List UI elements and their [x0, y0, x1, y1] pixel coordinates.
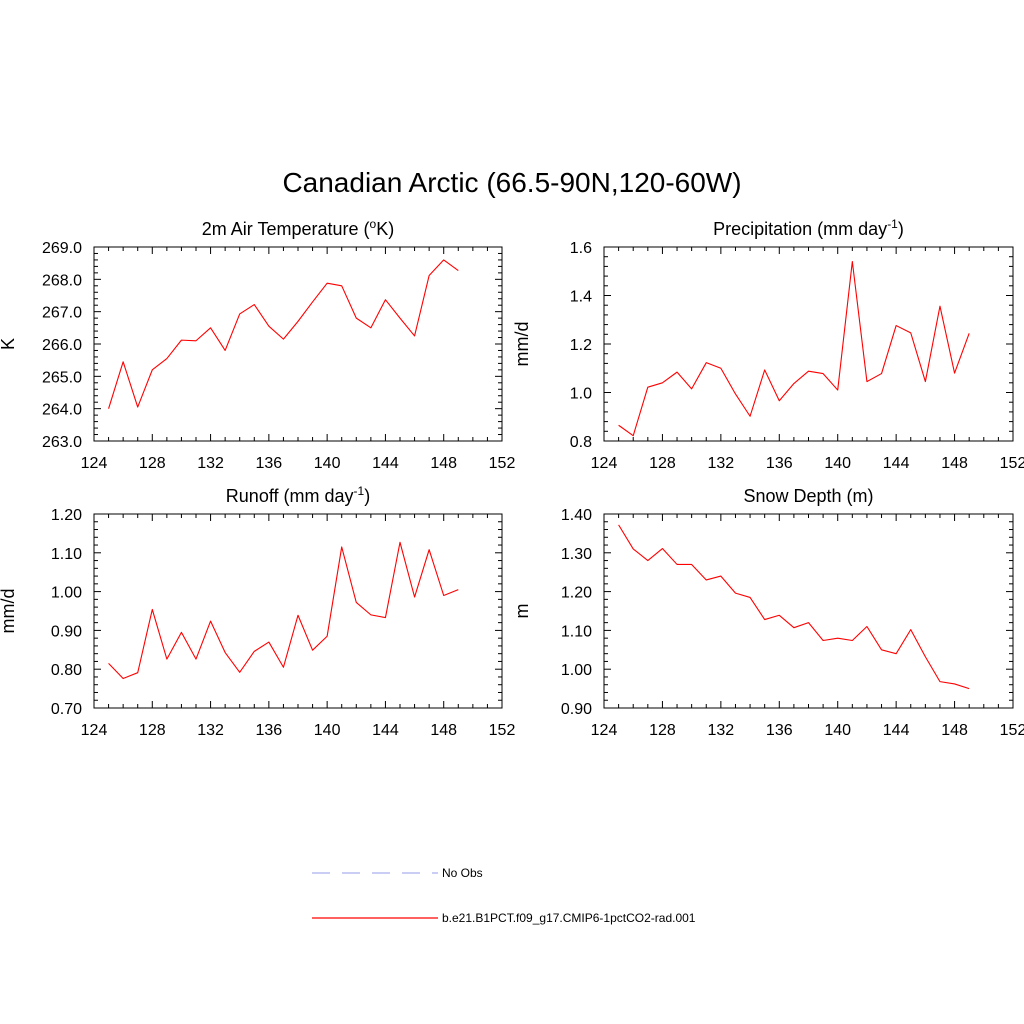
legend-label: No Obs — [442, 866, 483, 880]
y-tick-label: 1.4 — [570, 289, 592, 306]
x-tick-label: 140 — [824, 455, 851, 472]
y-tick-label: 1.40 — [561, 507, 592, 524]
legend-item: b.e21.B1PCT.f09_g17.CMIP6-1pctCO2-rad.00… — [312, 911, 696, 925]
x-tick-label: 136 — [766, 455, 793, 472]
panel-snow-depth: 124 128 132 136 140 144 148 152 0.90 1.00 1.10 1.20… — [512, 486, 1024, 739]
x-tick-label: 144 — [883, 455, 910, 472]
y-tick-label: 269.0 — [42, 240, 82, 257]
x-tick-label: 132 — [708, 722, 735, 739]
plot-frame — [93, 513, 503, 709]
x-tick-label: 140 — [314, 722, 341, 739]
x-tick-label: 136 — [766, 722, 793, 739]
y-tick-label: 0.80 — [51, 662, 82, 679]
x-tick-label: 144 — [372, 722, 399, 739]
x-tick-label: 132 — [708, 455, 735, 472]
legend-label: b.e21.B1PCT.f09_g17.CMIP6-1pctCO2-rad.00… — [442, 911, 696, 925]
y-tick-label: 268.0 — [42, 272, 82, 289]
x-tick-label: 140 — [314, 455, 341, 472]
x-tick-label: 136 — [256, 722, 283, 739]
x-tick-label: 132 — [197, 455, 224, 472]
x-tick-label: 152 — [489, 722, 516, 739]
panel-title: Runoff (mm day-1) — [226, 484, 370, 506]
y-tick-label: 1.00 — [51, 585, 82, 602]
x-tick-label: 144 — [883, 722, 910, 739]
x-tick-label: 124 — [81, 722, 108, 739]
y-tick-label: 1.20 — [561, 585, 592, 602]
y-axis-label: m — [512, 604, 532, 619]
y-tick-label: 1.00 — [561, 662, 592, 679]
series-line-air-temperature — [108, 259, 459, 409]
x-tick-label: 148 — [941, 722, 968, 739]
x-tick-label: 124 — [591, 722, 618, 739]
y-tick-label: 1.0 — [570, 386, 592, 403]
series-line-runoff — [108, 541, 459, 680]
y-tick-label: 0.90 — [51, 623, 82, 640]
x-tick-label: 128 — [649, 722, 676, 739]
panel-title: 2m Air Temperature (oK) — [202, 217, 394, 239]
y-tick-label: 1.30 — [561, 546, 592, 563]
panel-title: Snow Depth (m) — [743, 486, 873, 506]
x-tick-label: 152 — [1000, 722, 1024, 739]
y-tick-label: 0.8 — [570, 434, 592, 451]
y-tick-label: 267.0 — [42, 305, 82, 322]
x-tick-label: 128 — [139, 722, 166, 739]
panel-precipitation: 124 128 132 136 140 144 148 152 0.8 1.0 1.2 1.4 1.6 P… — [512, 217, 1024, 472]
legend-item: No Obs — [312, 866, 483, 880]
x-tick-label: 148 — [941, 455, 968, 472]
x-tick-label: 148 — [430, 722, 457, 739]
x-tick-label: 124 — [81, 455, 108, 472]
y-axis-label: mm/d — [512, 322, 532, 367]
y-tick-label: 1.2 — [570, 337, 592, 354]
x-tick-label: 148 — [430, 455, 457, 472]
y-tick-label: 0.70 — [51, 701, 82, 718]
panel-air-temperature: 124 128 132 136 140 144 148 152 263.0 264.0 265.0 2… — [0, 217, 515, 472]
y-tick-label: 0.90 — [561, 701, 592, 718]
legend: No Obs b.e21.B1PCT.f09_g17.CMIP6-1pctCO2-… — [312, 866, 696, 925]
x-tick-label: 152 — [489, 455, 516, 472]
y-tick-label: 1.20 — [51, 507, 82, 524]
panel-title: Precipitation (mm day-1) — [713, 217, 904, 239]
y-tick-label: 266.0 — [42, 337, 82, 354]
y-tick-label: 263.0 — [42, 434, 82, 451]
plot-frame — [93, 246, 503, 442]
plot-frame — [603, 246, 1014, 442]
y-axis-label: K — [0, 338, 18, 350]
x-tick-label: 152 — [1000, 455, 1024, 472]
plot-frame — [603, 513, 1014, 709]
x-tick-label: 144 — [372, 455, 399, 472]
y-tick-label: 1.10 — [51, 546, 82, 563]
x-tick-label: 128 — [139, 455, 166, 472]
y-axis-label: mm/d — [0, 589, 18, 634]
series-line-snow-depth — [618, 524, 970, 690]
y-tick-label: 1.10 — [561, 623, 592, 640]
x-tick-label: 128 — [649, 455, 676, 472]
x-tick-label: 132 — [197, 722, 224, 739]
series-line-precipitation — [618, 260, 970, 437]
figure-title: Canadian Arctic (66.5-90N,120-60W) — [282, 167, 741, 198]
y-tick-label: 1.6 — [570, 240, 592, 257]
x-tick-label: 136 — [256, 455, 283, 472]
x-tick-label: 140 — [824, 722, 851, 739]
chart-panels: 124 128 132 136 140 144 148 152 263.0 264.0 265.0 2… — [0, 217, 1024, 739]
panel-runoff: 124 128 132 136 140 144 148 152 0.70 0.80 0.90 1.00… — [0, 484, 515, 739]
x-tick-label: 124 — [591, 455, 618, 472]
y-tick-label: 264.0 — [42, 402, 82, 419]
y-tick-label: 265.0 — [42, 369, 82, 386]
